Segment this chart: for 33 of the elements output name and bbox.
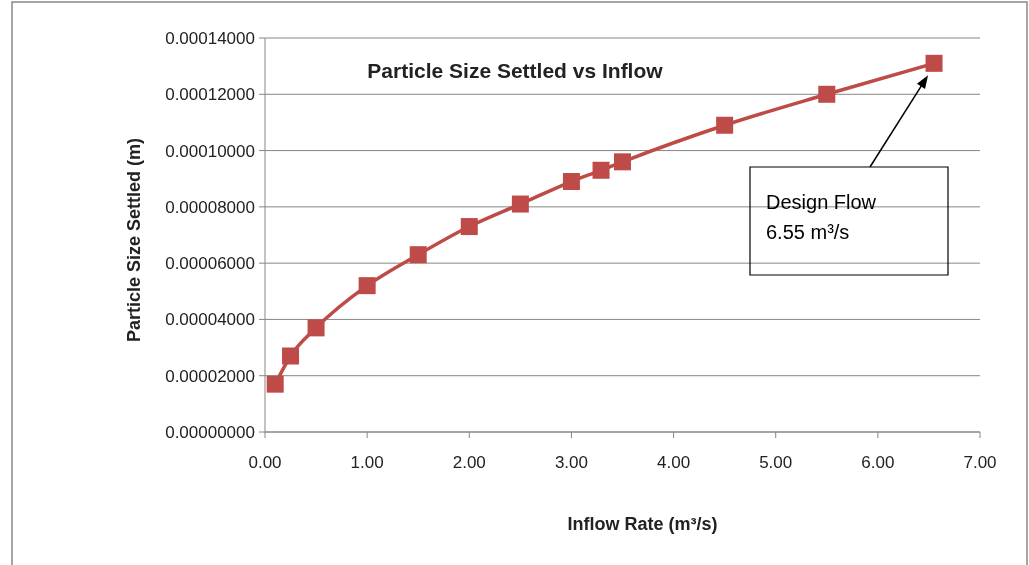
y-tick-label: 0.00014000	[165, 28, 255, 48]
text: Particle Size Settled vs Inflow	[367, 59, 664, 82]
x-axis-title: Inflow Rate (m³/s)	[567, 514, 718, 534]
x-tick-label: 5.00	[759, 453, 793, 472]
point	[592, 161, 610, 179]
point	[562, 173, 580, 191]
point	[307, 319, 325, 337]
x-tick-label: 0.00	[248, 453, 282, 472]
y-tick-label: 0.00010000	[165, 141, 255, 161]
x-tick-label: 2.00	[452, 453, 486, 472]
point	[282, 347, 300, 365]
x-tick-label: 3.00	[554, 453, 588, 472]
y-tick-label: 0.00002000	[165, 366, 255, 386]
y-axis-title: Particle Size Settled (m)	[124, 137, 144, 343]
point	[511, 195, 529, 213]
point	[614, 153, 631, 171]
point	[409, 246, 427, 264]
x-tick-label: 1.00	[350, 453, 384, 472]
y-tick-label: 0.00004000	[165, 310, 255, 330]
point	[460, 218, 478, 236]
point	[266, 375, 284, 393]
annotation: Design Flow 6.55 m³/s	[766, 191, 877, 243]
y-tick-label: 0.00000000	[165, 422, 255, 442]
y-tick-label: 0.00012000	[165, 85, 255, 105]
x-tick-label: 7.00	[963, 453, 997, 472]
y-tick-label: 0.00006000	[165, 254, 255, 274]
x-tick-label: 4.00	[657, 453, 691, 472]
point	[716, 116, 734, 134]
point	[925, 54, 943, 72]
x-tick-label: 6.00	[861, 453, 895, 472]
point	[818, 85, 836, 103]
y-tick-label: 0.00008000	[165, 197, 255, 217]
point	[358, 277, 376, 295]
